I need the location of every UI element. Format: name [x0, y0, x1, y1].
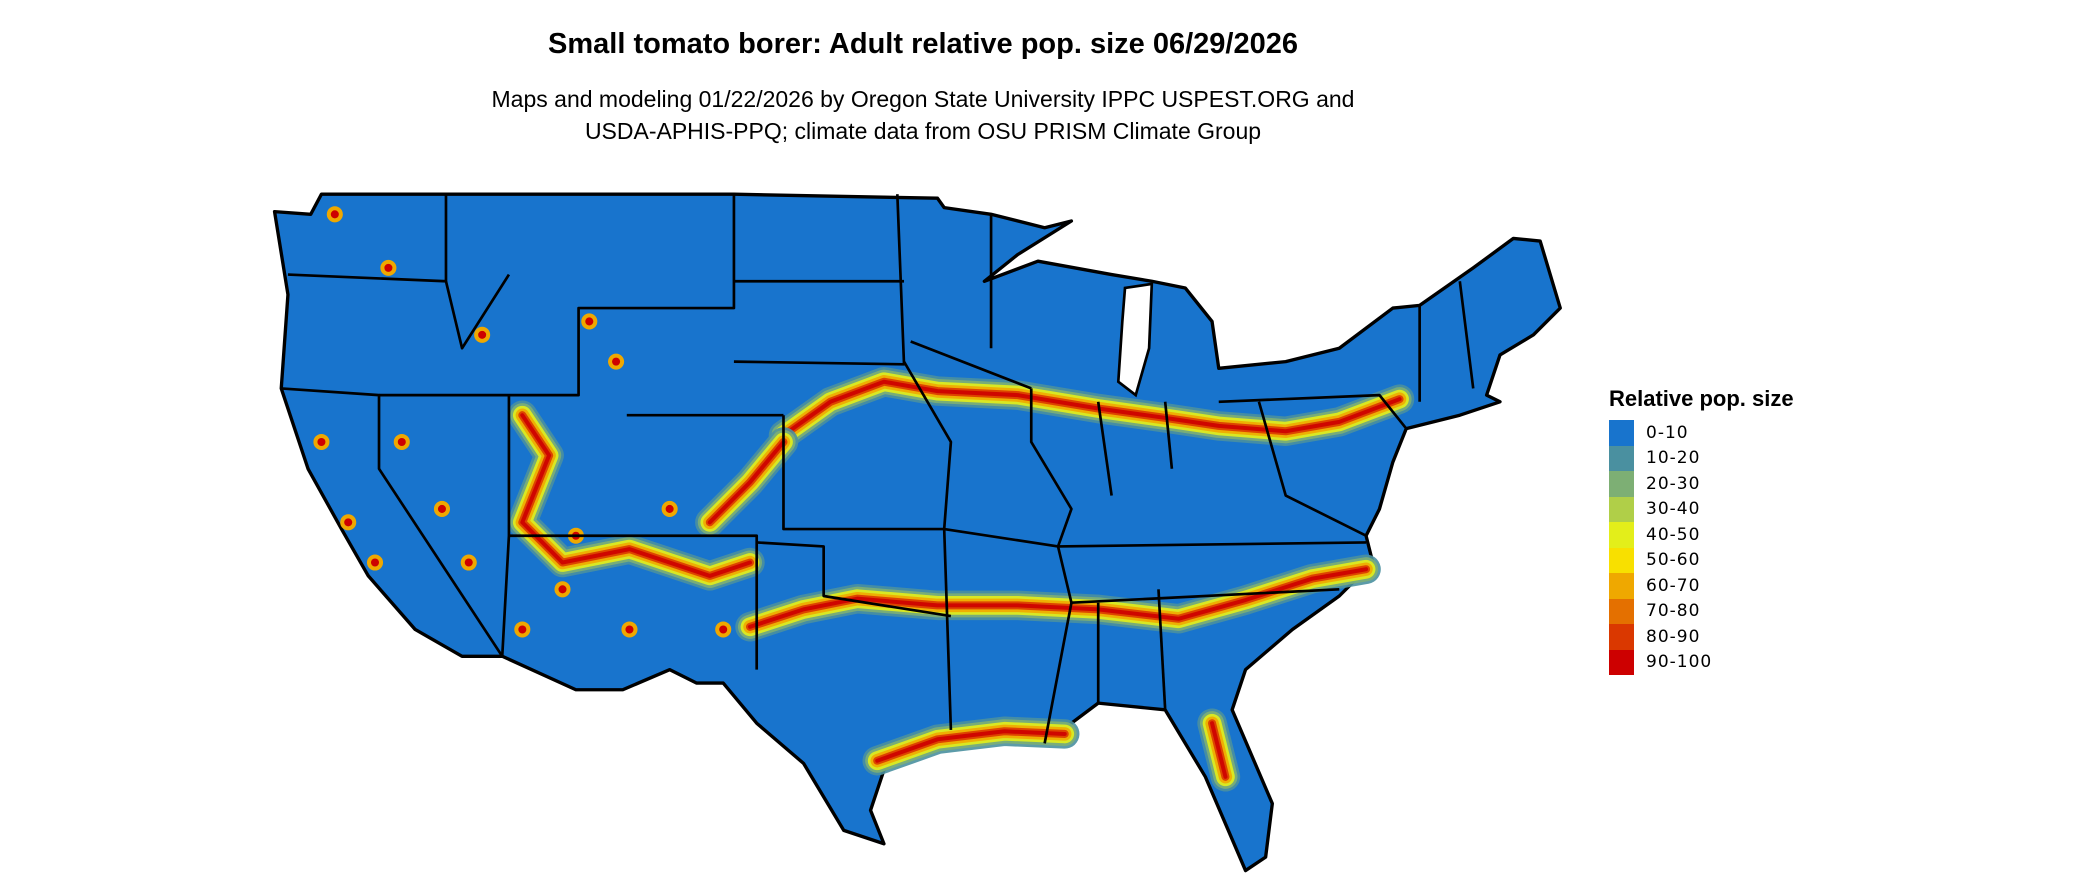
legend-item: 10-20: [1609, 445, 1794, 471]
legend-swatch: [1609, 547, 1634, 573]
legend-label: 30-40: [1646, 499, 1701, 520]
legend-swatch: [1609, 649, 1634, 675]
state-border: [1096, 401, 1113, 496]
legend-label: 0-10: [1646, 422, 1689, 443]
state-border: [444, 273, 511, 350]
legend: Relative pop. size 0-10 10-20 20-30 30-40 40…: [1609, 386, 1794, 675]
state-border: [756, 541, 952, 618]
state-border: [1257, 401, 1367, 537]
hotspot: [478, 330, 487, 339]
state-border: [508, 534, 759, 670]
legend-swatch: [1609, 496, 1634, 522]
legend-item: 80-90: [1609, 624, 1794, 650]
legend-item: 90-100: [1609, 649, 1794, 675]
legend-swatch: [1609, 573, 1634, 599]
state-border: [1157, 589, 1167, 710]
hotspot: [330, 210, 339, 219]
southern-band: [747, 567, 1369, 629]
state-border: [902, 360, 953, 530]
lake-michigan: [1116, 282, 1154, 398]
legend-swatch: [1609, 598, 1634, 624]
legend-label: 10-20: [1646, 448, 1701, 469]
hotspot: [464, 558, 473, 567]
hotspot: [719, 625, 728, 634]
state-border: [910, 340, 1032, 390]
west-band: [520, 413, 753, 578]
legend-item: 30-40: [1609, 496, 1794, 522]
legend-item: 70-80: [1609, 598, 1794, 624]
us-outline: [272, 192, 1562, 873]
legend-label: 50-60: [1646, 550, 1701, 571]
state-border: [733, 194, 906, 366]
state-border: [1058, 541, 1367, 548]
legend-swatch: [1609, 522, 1634, 548]
legend-label: 60-70: [1646, 575, 1701, 596]
map-subtitle-line-2: USDA-APHIS-PPQ; climate data from OSU PR…: [584, 118, 1262, 144]
legend-label: 40-50: [1646, 524, 1701, 545]
state-border: [1071, 587, 1340, 605]
state-border: [943, 527, 1073, 744]
legend-swatch: [1609, 445, 1634, 471]
legend-item: 50-60: [1609, 547, 1794, 573]
state-border: [281, 387, 504, 658]
state-border: [1163, 401, 1174, 469]
colorado-band: [707, 439, 786, 525]
map-subtitle-line-1: Maps and modeling 01/22/2026 by Oregon S…: [491, 86, 1355, 112]
state-border: [1218, 393, 1408, 430]
state-border: [379, 194, 736, 397]
hotspot: [397, 437, 406, 446]
hotspot: [612, 357, 621, 366]
legend-item: 20-30: [1609, 471, 1794, 497]
legend-title: Relative pop. size: [1609, 386, 1794, 411]
hotspot: [558, 585, 567, 594]
hotspot: [518, 625, 527, 634]
state-border: [1458, 281, 1475, 389]
state-border: [1029, 388, 1073, 547]
hotspot: [317, 437, 326, 446]
hotspot: [625, 625, 634, 634]
legend-swatch: [1609, 420, 1634, 446]
legend-label: 80-90: [1646, 626, 1701, 647]
hotspot: [370, 558, 380, 567]
legend-item: 60-70: [1609, 573, 1794, 599]
legend-label: 20-30: [1646, 473, 1701, 494]
legend-item: 40-50: [1609, 522, 1794, 548]
hotspot: [344, 518, 353, 527]
legend-label: 90-100: [1646, 652, 1713, 673]
state-border: [782, 415, 953, 730]
gulf-band: [875, 729, 1067, 763]
hotspot: [665, 504, 674, 513]
map-title: Small tomato borer: Adult relative pop. …: [548, 28, 1298, 60]
hotspot: [384, 263, 393, 272]
legend-swatch: [1609, 471, 1634, 497]
hotspot: [437, 504, 446, 513]
legend-swatch: [1609, 624, 1634, 650]
legend-label: 70-80: [1646, 601, 1701, 622]
hotspot: [585, 317, 594, 326]
florida-band: [1210, 721, 1228, 779]
legend-item: 0-10: [1609, 420, 1794, 446]
